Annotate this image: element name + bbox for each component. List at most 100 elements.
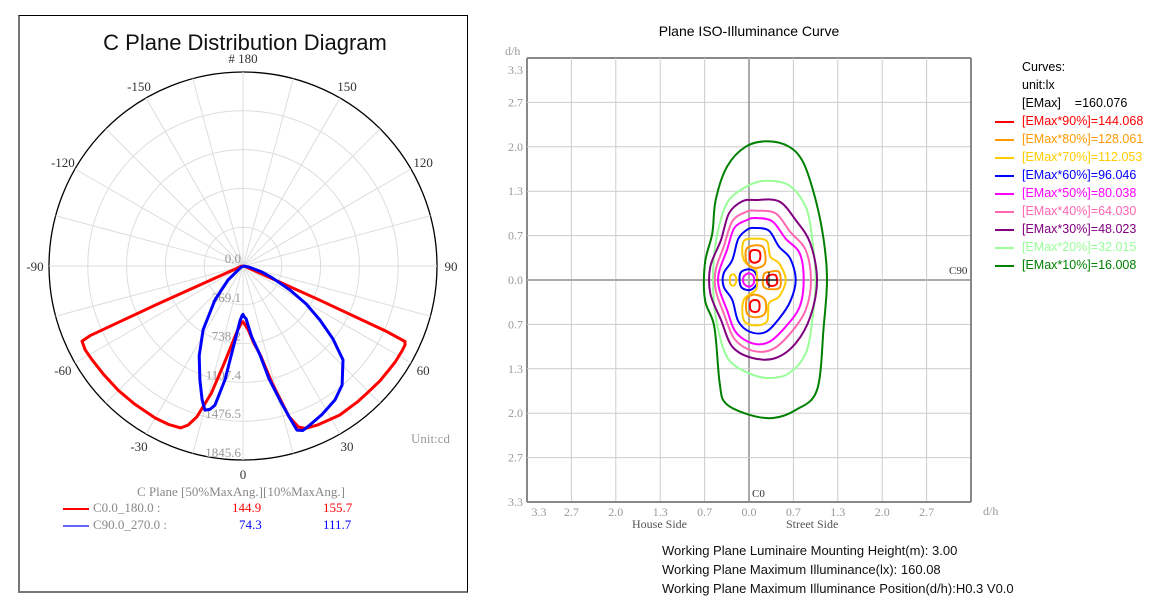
iso-y-tick-label: 1.3 <box>508 184 523 198</box>
polar-spoke <box>242 265 341 435</box>
iso-contour-20pct <box>712 179 817 380</box>
legend-level-item: [EMax*20%]=32.015 <box>995 238 1143 256</box>
legend-level-swatch <box>995 139 1014 141</box>
c0-row-name: C0.0_180.0 : <box>93 500 161 515</box>
iso-y-tick-label: 2.0 <box>508 140 523 154</box>
polar-spoke <box>105 265 244 404</box>
legend-level-item: [EMax*90%]=144.068 <box>995 112 1144 130</box>
x-axis-unit: d/h <box>983 504 999 518</box>
legend-level-swatch <box>995 121 1014 123</box>
iso-contour-50pct <box>717 216 805 346</box>
polar-ring-label: 1107.4 <box>206 367 242 382</box>
c90-legend-swatch <box>63 525 89 527</box>
polar-spoke <box>74 168 244 267</box>
polar-spoke <box>192 265 244 454</box>
iso-chart-title: Plane ISO-Illuminance Curve <box>658 23 840 39</box>
iso-x-tick-label: 2.7 <box>564 505 579 519</box>
polar-spoke <box>55 215 244 267</box>
mounting-height-info: Working Plane Luminaire Mounting Height(… <box>662 543 958 558</box>
polar-spoke <box>242 265 381 404</box>
iso-x-tick-label: 0.7 <box>786 505 801 519</box>
iso-y-tick-label: 3.3 <box>508 63 523 77</box>
legend-level-item: [EMax*10%]=16.008 <box>995 256 1143 274</box>
iso-y-tick-label: 2.0 <box>508 406 523 420</box>
legend-unit: unit:lx <box>1022 78 1055 92</box>
polar-spoke <box>145 265 244 435</box>
legend-level-label: [EMax*70%]=112.053 <box>1022 150 1143 164</box>
y-axis-unit: d/h <box>505 44 521 58</box>
legend-level-swatch <box>995 229 1014 231</box>
unit-label: Unit:cd <box>411 431 450 446</box>
legend-level-label: [EMax*90%]=144.068 <box>1022 114 1144 128</box>
iso-contour-40pct <box>713 209 813 353</box>
iso-contour-50pct <box>742 272 756 288</box>
polar-angle-label: 60 <box>417 363 430 378</box>
legend-level-item: [EMax*40%]=64.030 <box>995 202 1143 220</box>
legend-emax: [EMax] =160.076 <box>1022 96 1128 110</box>
polar-angle-label: 120 <box>413 155 433 170</box>
legend-level-label: [EMax*60%]=96.046 <box>1022 168 1137 182</box>
polar-angle-label: 90 <box>445 259 458 274</box>
c90-row-50: 74.3 <box>239 517 262 532</box>
curves-legend: Curves: unit:lx [EMax] =160.076 [EMax*90… <box>995 58 1144 274</box>
polar-angle-label: # 180 <box>228 51 257 66</box>
polar-spoke <box>242 265 412 364</box>
legend-level-swatch <box>995 175 1014 177</box>
iso-contour-90pct <box>765 273 779 288</box>
polar-spoke <box>74 265 244 364</box>
polar-spoke <box>242 265 294 454</box>
street-side-label: Street Side <box>786 517 839 531</box>
c0-row-10: 155.7 <box>323 500 353 515</box>
iso-x-tick-label: 2.0 <box>875 505 890 519</box>
polar-angle-label: 30 <box>341 439 354 454</box>
c90-row-name: C90.0_270.0 : <box>93 517 168 532</box>
polar-angle-label: 0 <box>240 467 247 482</box>
polar-spoke <box>55 265 244 317</box>
iso-contour-90pct <box>748 298 761 314</box>
legend-level-item: [EMax*30%]=48.023 <box>995 220 1143 238</box>
legend-heading: Curves: <box>1022 60 1066 74</box>
iso-x-tick-label: 0.0 <box>742 505 757 519</box>
polar-angle-label: 150 <box>337 79 357 94</box>
iso-contour-90pct <box>748 248 762 264</box>
max-position-info: Working Plane Maximum Illuminance Positi… <box>662 581 1014 596</box>
polar-ring-label: 1476.5 <box>205 406 241 421</box>
c0-marker: C0 <box>752 488 765 500</box>
iso-y-tick-label: 0.7 <box>508 229 523 243</box>
iso-contour-80pct <box>744 244 767 270</box>
iso-contour-30pct <box>708 198 819 361</box>
polar-spoke <box>242 128 381 267</box>
legend-level-label: [EMax*40%]=64.030 <box>1022 204 1137 218</box>
iso-contour-80pct <box>744 293 768 319</box>
polar-chart-panel: C Plane Distribution Diagram <box>18 15 468 593</box>
legend-level-label: [EMax*10%]=16.008 <box>1022 258 1137 272</box>
iso-x-tick-label: 2.7 <box>919 505 934 519</box>
polar-spoke <box>192 78 244 267</box>
polar-angle-label: -60 <box>54 363 71 378</box>
legend-level-label: [EMax*80%]=128.061 <box>1022 132 1144 146</box>
c90-marker: C90 <box>949 265 968 277</box>
polar-angle-label: -150 <box>127 79 151 94</box>
legend-level-label: [EMax*30%]=48.023 <box>1022 222 1137 236</box>
legend-level-swatch <box>995 265 1014 267</box>
legend-level-label: [EMax*20%]=32.015 <box>1022 240 1137 254</box>
c0-legend-swatch <box>63 508 89 510</box>
iso-y-tick-label: 3.3 <box>508 495 523 509</box>
polar-angle-label: -30 <box>130 439 147 454</box>
polar-chart-title: C Plane Distribution Diagram <box>103 30 387 55</box>
legend-level-swatch <box>995 193 1014 195</box>
polar-angle-label: -90 <box>26 259 43 274</box>
polar-table-header: C Plane [50%MaxAng.][10%MaxAng.] <box>137 484 345 499</box>
polar-ring-label: 1845.6 <box>205 445 241 460</box>
iso-y-tick-label: 2.7 <box>508 451 523 465</box>
polar-spoke <box>145 97 244 267</box>
legend-level-swatch <box>995 211 1014 213</box>
polar-ring-label: 0.0 <box>225 251 241 266</box>
legend-level-label: [EMax*50%]=80.038 <box>1022 186 1137 200</box>
iso-contour-10pct <box>702 140 829 420</box>
c0-row-50: 144.9 <box>232 500 262 515</box>
iso-contour-60pct <box>721 226 797 335</box>
max-illuminance-info: Working Plane Maximum Illuminance(lx): 1… <box>662 562 941 577</box>
